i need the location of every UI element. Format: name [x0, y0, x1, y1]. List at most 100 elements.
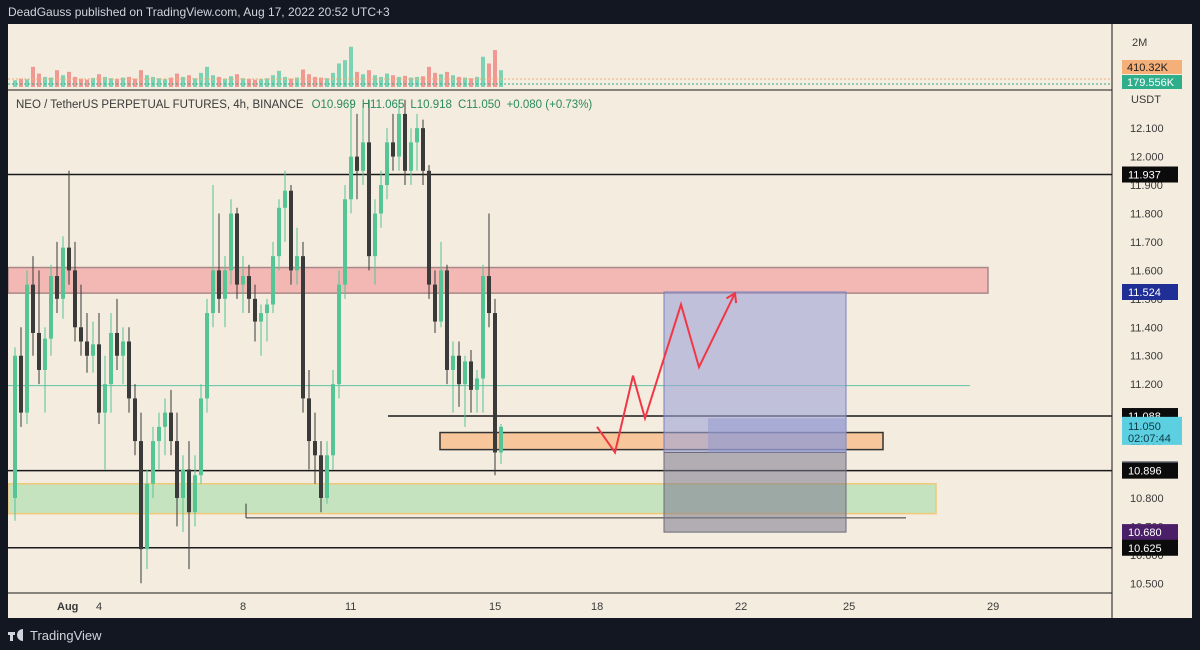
candle-body[interactable] — [169, 412, 173, 442]
candle-body[interactable] — [247, 276, 251, 299]
volume-bar[interactable] — [19, 78, 23, 87]
volume-label-box[interactable] — [1122, 60, 1182, 74]
candle-body[interactable] — [397, 113, 401, 157]
volume-bar[interactable] — [427, 66, 431, 87]
candle-body[interactable] — [211, 270, 215, 314]
candle-body[interactable] — [265, 304, 269, 314]
volume-bar[interactable] — [385, 73, 389, 87]
price-label-box[interactable] — [1122, 524, 1178, 541]
candle-body[interactable] — [469, 361, 473, 390]
candle-body[interactable] — [199, 398, 203, 476]
candle-body[interactable] — [307, 398, 311, 442]
candle-body[interactable] — [229, 213, 233, 271]
candle-body[interactable] — [445, 270, 449, 370]
candle-body[interactable] — [157, 426, 161, 442]
volume-bar[interactable] — [439, 74, 443, 87]
volume-bar[interactable] — [319, 77, 323, 87]
candle-body[interactable] — [415, 128, 419, 143]
volume-bar[interactable] — [133, 78, 137, 87]
volume-bar[interactable] — [295, 77, 299, 87]
volume-bar[interactable] — [193, 78, 197, 87]
candle-body[interactable] — [403, 113, 407, 171]
candle-body[interactable] — [289, 190, 293, 271]
volume-bar[interactable] — [433, 72, 437, 87]
candle-body[interactable] — [499, 426, 503, 453]
candle-body[interactable] — [181, 469, 185, 498]
volume-bar[interactable] — [283, 76, 287, 87]
candle-body[interactable] — [145, 483, 149, 550]
stop-zone[interactable] — [663, 451, 847, 533]
volume-bar[interactable] — [61, 75, 65, 87]
candle-body[interactable] — [319, 455, 323, 498]
volume-bar[interactable] — [469, 78, 473, 87]
price-chart[interactable]: USDT 12.100 12.000 11.900 11.800 11.700 11.600… — [8, 24, 1192, 618]
candle-body[interactable] — [439, 270, 443, 322]
candle-body[interactable] — [175, 441, 179, 498]
volume-bar[interactable] — [343, 60, 347, 87]
candle-body[interactable] — [91, 344, 95, 356]
candle-body[interactable] — [457, 355, 461, 385]
volume-bar[interactable] — [115, 78, 119, 87]
candle-body[interactable] — [241, 276, 245, 285]
candle-body[interactable] — [379, 185, 383, 214]
candle-body[interactable] — [31, 284, 35, 333]
candle-body[interactable] — [55, 276, 59, 299]
volume-bar[interactable] — [97, 74, 101, 87]
volume-bar[interactable] — [451, 75, 455, 87]
candle-body[interactable] — [133, 398, 137, 442]
candle-body[interactable] — [43, 338, 47, 370]
volume-bar[interactable] — [217, 76, 221, 87]
candle-body[interactable] — [259, 313, 263, 322]
candle-body[interactable] — [127, 341, 131, 399]
volume-bar[interactable] — [31, 66, 35, 87]
candle-body[interactable] — [139, 441, 143, 550]
volume-bar[interactable] — [487, 63, 491, 87]
volume-bar[interactable] — [421, 76, 425, 87]
volume-bar[interactable] — [199, 72, 203, 87]
volume-bar[interactable] — [187, 75, 191, 87]
volume-bar[interactable] — [271, 75, 275, 87]
volume-bar[interactable] — [265, 78, 269, 87]
volume-bar[interactable] — [397, 76, 401, 87]
volume-bar[interactable] — [475, 76, 479, 87]
volume-bar[interactable] — [379, 76, 383, 87]
candle-body[interactable] — [349, 156, 353, 200]
candle-body[interactable] — [295, 256, 299, 271]
candle-body[interactable] — [115, 332, 119, 356]
volume-bar[interactable] — [277, 70, 281, 87]
price-label-box[interactable] — [1122, 539, 1178, 556]
volume-bar[interactable] — [85, 79, 89, 87]
candle-body[interactable] — [409, 142, 413, 171]
volume-bar[interactable] — [157, 78, 161, 87]
volume-bar[interactable] — [241, 78, 245, 87]
candle-body[interactable] — [493, 313, 497, 453]
candle-body[interactable] — [331, 384, 335, 456]
volume-bar[interactable] — [223, 78, 227, 87]
volume-bar[interactable] — [403, 75, 407, 87]
volume-bar[interactable] — [289, 78, 293, 87]
volume-bar[interactable] — [361, 74, 365, 87]
volume-bar[interactable] — [127, 76, 131, 87]
candle-body[interactable] — [79, 327, 83, 342]
price-label-box[interactable] — [1122, 462, 1178, 479]
volume-bar[interactable] — [445, 71, 449, 87]
volume-bar[interactable] — [373, 75, 377, 87]
candle-body[interactable] — [391, 142, 395, 157]
candle-body[interactable] — [13, 355, 17, 498]
volume-bar[interactable] — [313, 76, 317, 87]
volume-bar[interactable] — [457, 76, 461, 87]
volume-bar[interactable] — [253, 79, 257, 87]
volume-bar[interactable] — [325, 78, 329, 87]
candle-body[interactable] — [313, 441, 317, 456]
candle-body[interactable] — [475, 378, 479, 390]
candle-body[interactable] — [361, 142, 365, 171]
candle-body[interactable] — [73, 270, 77, 328]
volume-bar[interactable] — [391, 75, 395, 87]
volume-bar[interactable] — [331, 72, 335, 87]
candle-body[interactable] — [421, 128, 425, 171]
price-label-box[interactable] — [1122, 166, 1178, 183]
volume-bar[interactable] — [145, 75, 149, 87]
volume-bar[interactable] — [151, 76, 155, 87]
volume-bar[interactable] — [235, 74, 239, 87]
candle-body[interactable] — [223, 270, 227, 299]
